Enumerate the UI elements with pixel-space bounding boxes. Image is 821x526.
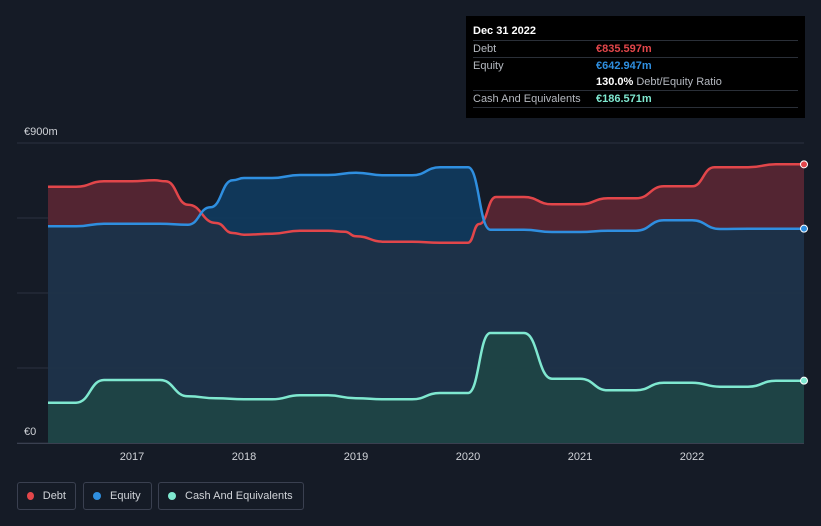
equity-excess-area bbox=[201, 167, 487, 243]
legend-equity-label: Equity bbox=[110, 490, 141, 502]
tooltip-equity-value: €642.947m bbox=[596, 60, 652, 72]
cash-line bbox=[47, 331, 804, 404]
legend-debt[interactable]: Debt bbox=[17, 482, 76, 510]
legend-equity[interactable]: Equity bbox=[83, 482, 152, 510]
tooltip-row-equity: Equity €642.947m bbox=[473, 57, 798, 74]
tooltip-ratio-value: 130.0% bbox=[596, 76, 634, 88]
debt-end-marker bbox=[800, 160, 808, 169]
end-markers bbox=[800, 160, 808, 385]
cash-end-marker bbox=[800, 376, 808, 385]
y-axis-bottom-label: €0 bbox=[24, 426, 36, 438]
cash-dot-icon bbox=[168, 492, 176, 500]
lines bbox=[47, 163, 804, 404]
tooltip-debt-label: Debt bbox=[473, 43, 497, 55]
debt-excess-area bbox=[48, 164, 804, 232]
tooltip-row-debt: Debt €835.597m bbox=[473, 40, 798, 57]
x-tick-2021: 2021 bbox=[568, 451, 592, 463]
tooltip-cash-label: Cash And Equivalents bbox=[473, 93, 581, 105]
tooltip-date: Dec 31 2022 bbox=[473, 25, 536, 37]
x-tick-2017: 2017 bbox=[120, 451, 144, 463]
equity-dot-icon bbox=[93, 492, 101, 500]
legend-cash[interactable]: Cash And Equivalents bbox=[158, 482, 304, 510]
areas bbox=[48, 164, 804, 444]
tooltip-row-ratio: 130.0% Debt/Equity Ratio bbox=[473, 74, 798, 90]
debt-line bbox=[48, 163, 804, 244]
tooltip-equity-label: Equity bbox=[473, 60, 504, 72]
tooltip-panel: Dec 31 2022 Debt €835.597m Equity €642.9… bbox=[466, 16, 805, 118]
x-tick-2020: 2020 bbox=[456, 451, 480, 463]
tooltip-cash-value: €186.571m bbox=[596, 93, 652, 105]
x-tick-2022: 2022 bbox=[680, 451, 704, 463]
x-tick-2018: 2018 bbox=[232, 451, 256, 463]
axes: €900m €0 2017 2018 2019 2020 2021 2022 bbox=[24, 126, 704, 463]
cash-area bbox=[48, 333, 804, 443]
equity-line bbox=[48, 166, 804, 234]
x-tick-2019: 2019 bbox=[344, 451, 368, 463]
equity-area bbox=[48, 167, 804, 444]
equity-end-marker bbox=[800, 224, 808, 233]
legend-debt-label: Debt bbox=[42, 490, 66, 502]
y-axis-top-label: €900m bbox=[24, 126, 58, 138]
legend-cash-label: Cash And Equivalents bbox=[185, 490, 293, 502]
tooltip-ratio-label: Debt/Equity Ratio bbox=[636, 76, 722, 88]
tooltip-debt-value: €835.597m bbox=[596, 43, 652, 55]
debt-dot-icon bbox=[27, 492, 34, 500]
tooltip-row-cash: Cash And Equivalents €186.571m bbox=[473, 90, 798, 108]
